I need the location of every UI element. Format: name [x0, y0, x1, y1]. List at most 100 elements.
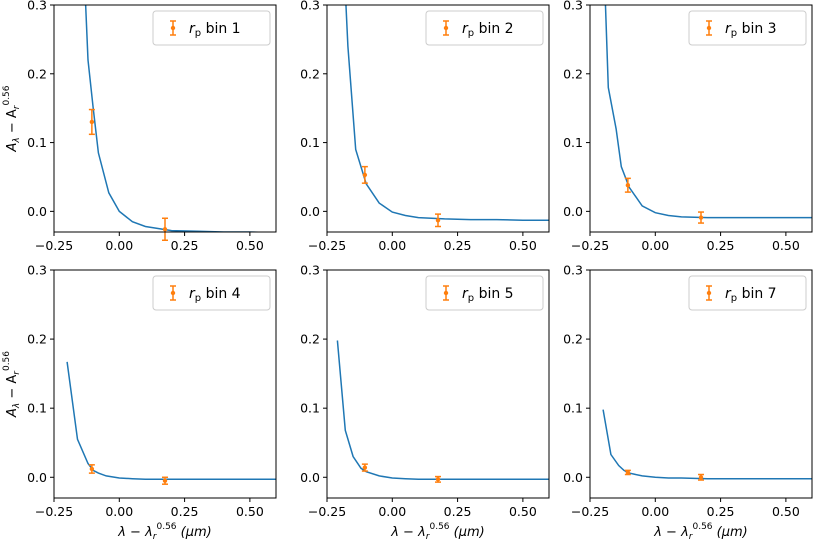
legend-marker — [170, 290, 176, 296]
chart-panel-6: −0.25 0.00 0.25 0.500.00.10.20.3rp bin 7λ −… — [563, 263, 813, 542]
y-tick-label: 0.3 — [27, 263, 47, 278]
x-axis-title-part: λ − λ — [390, 525, 426, 540]
legend-label-text: bin 3 — [737, 21, 776, 37]
x-tick-label: 0.00 — [378, 504, 406, 519]
axes-frame — [53, 4, 277, 233]
y-tick-label: 0.1 — [27, 135, 47, 150]
legend-label-text: bin 5 — [474, 286, 513, 302]
x-tick-label: 0.50 — [772, 238, 800, 253]
x-axis-title-unit: (μm) — [713, 525, 748, 540]
legend-frame — [688, 10, 807, 46]
x-tick-label: 0.25 — [171, 504, 199, 519]
model-line — [336, 340, 549, 481]
x-tick-label: 0.00 — [378, 238, 406, 253]
x-axis-title: λ − λr0.56 (μm) — [653, 522, 748, 542]
legend-frame — [425, 10, 544, 46]
model-line — [345, 5, 549, 222]
y-tick-label: 0.3 — [563, 263, 583, 278]
x-tick-label: 0.25 — [707, 504, 735, 519]
y-tick-label: 0.0 — [300, 470, 320, 485]
legend-label-text: bin 4 — [201, 286, 241, 302]
chart-panel-4: −0.25 0.00 0.25 0.500.00.10.20.3rp bin 4Aλ … — [2, 263, 277, 542]
data-point — [435, 218, 441, 223]
legend-label-sub: p — [731, 28, 737, 39]
y-tick-label: 0.1 — [563, 401, 583, 416]
x-tick-label: 0.50 — [509, 238, 537, 253]
legend: rp bin 1 — [152, 10, 271, 46]
y-tick-label: 0.0 — [563, 204, 583, 219]
data-point — [625, 470, 631, 475]
model-line — [604, 5, 812, 219]
legend-label-prefix: r — [462, 21, 469, 37]
x-axis-title-sup: 0.56 — [692, 522, 712, 532]
y-tick-label: 0.0 — [563, 470, 583, 485]
y-tick-label: 0.2 — [300, 66, 320, 81]
legend-label-text: bin 7 — [737, 286, 776, 302]
data-point — [625, 183, 631, 188]
legend-frame — [152, 10, 271, 46]
legend-label-sub: p — [195, 28, 201, 39]
x-axis-title: λ − λr0.56 (μm) — [117, 522, 212, 542]
x-tick-label: −0.25 — [571, 238, 609, 253]
y-tick-label: 0.2 — [300, 332, 320, 347]
data-point — [362, 465, 368, 470]
legend: rp bin 3 — [688, 10, 807, 46]
data-point — [162, 478, 168, 483]
y-tick-label: 0.3 — [563, 0, 583, 13]
chart-panel-5: −0.25 0.00 0.25 0.500.00.10.20.3rp bin 5λ −… — [300, 263, 550, 542]
legend-label-sub: p — [195, 293, 201, 304]
y-tick-label: 0.2 — [27, 332, 47, 347]
y-axis-title-part: A — [5, 408, 20, 418]
y-tick-label: 0.0 — [27, 204, 47, 219]
y-tick-label: 0.0 — [300, 204, 320, 219]
legend-label-prefix: r — [189, 21, 196, 37]
y-axis-title-sub: r — [12, 104, 22, 109]
y-axis-title: Aλ − Ar0.56 — [2, 351, 22, 418]
y-axis-title-sup: 0.56 — [2, 85, 12, 105]
x-tick-label: −0.25 — [35, 238, 73, 253]
legend-label-sub: p — [468, 293, 474, 304]
x-tick-label: 0.00 — [105, 238, 133, 253]
y-tick-label: 0.1 — [300, 401, 320, 416]
y-tick-label: 0.2 — [27, 66, 47, 81]
y-tick-label: 0.2 — [563, 332, 583, 347]
y-tick-label: 0.3 — [27, 0, 47, 13]
y-axis-title-sub: r — [12, 370, 22, 375]
model-line — [66, 361, 276, 481]
legend-label-prefix: r — [725, 286, 732, 302]
legend-marker — [443, 290, 449, 296]
x-tick-label: 0.50 — [236, 238, 264, 253]
y-axis-title-sup: 0.56 — [2, 351, 12, 371]
x-tick-label: 0.50 — [509, 504, 537, 519]
x-tick-label: 0.00 — [105, 504, 133, 519]
y-tick-label: 0.0 — [27, 470, 47, 485]
data-point — [698, 215, 704, 220]
chart-panel-2: −0.25 0.00 0.25 0.50 0.0 0.1 0.2 0.3 rp bin 2 — [300, 0, 550, 253]
data-point — [435, 477, 441, 482]
legend-label-sub: p — [731, 293, 737, 304]
x-tick-label: 0.25 — [171, 238, 199, 253]
x-axis-title-sub: r — [426, 532, 431, 542]
chart-panel-1: −0.25 0.00 0.25 0.500.00.10.20.3rp bin 1Aλ … — [2, 0, 277, 253]
y-axis-title-sub: λ — [12, 137, 22, 143]
legend-label: rp bin 2 — [462, 21, 514, 39]
legend-label-prefix: r — [462, 286, 469, 302]
data-point — [89, 466, 95, 472]
legend: rp bin 2 — [425, 10, 544, 46]
legend: rp bin 4 — [152, 275, 271, 311]
legend: rp bin 7 — [688, 275, 807, 311]
x-tick-label: −0.25 — [308, 504, 346, 519]
model-line — [602, 409, 812, 480]
y-tick-label: 0.3 — [300, 263, 320, 278]
legend-marker — [706, 290, 712, 296]
legend-frame — [425, 275, 544, 311]
x-tick-label: −0.25 — [35, 504, 73, 519]
x-tick-label: 0.00 — [641, 238, 669, 253]
y-tick-label: 0.1 — [300, 135, 320, 150]
x-axis-title-sub: r — [153, 532, 158, 542]
x-tick-label: 0.25 — [444, 238, 472, 253]
y-axis-title-part: A — [5, 143, 20, 153]
legend-label-prefix: r — [725, 21, 732, 37]
x-tick-label: 0.00 — [641, 504, 669, 519]
